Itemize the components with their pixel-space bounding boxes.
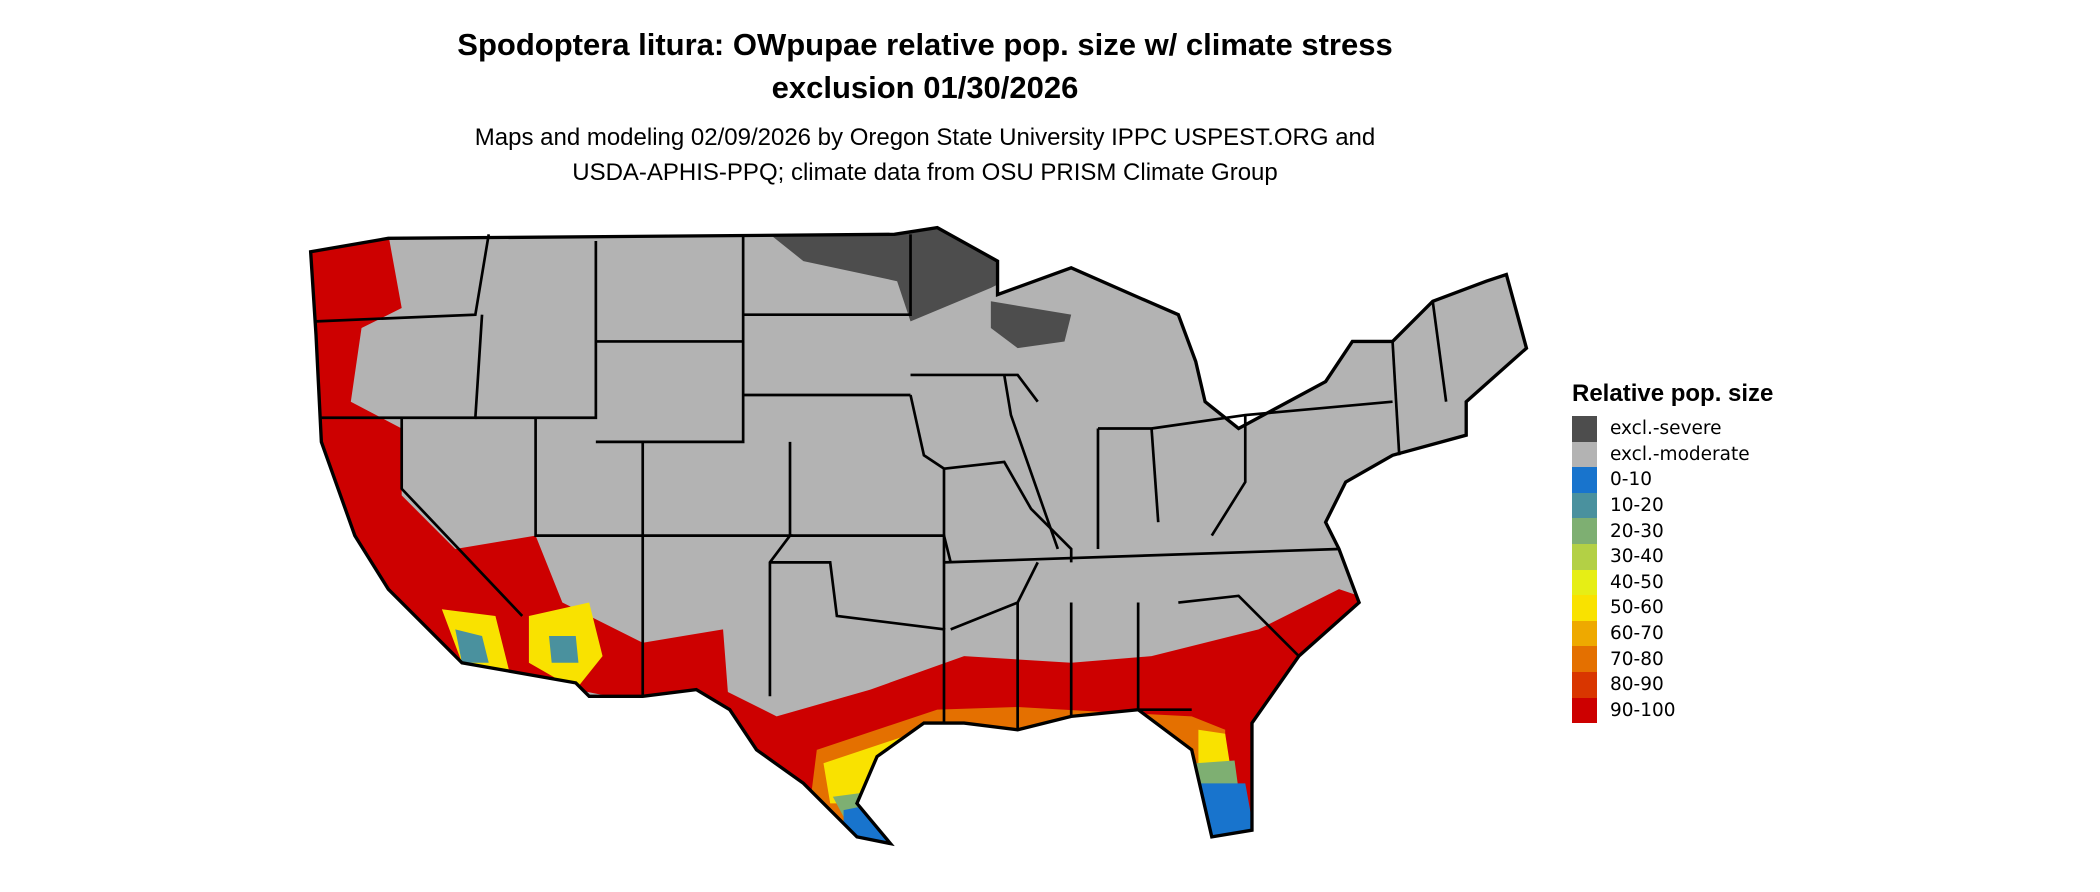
legend-item: excl.-moderate bbox=[1572, 441, 1773, 468]
legend-item: 90-100 bbox=[1572, 697, 1773, 724]
legend-item: 20-30 bbox=[1572, 518, 1773, 544]
legend-label: 30-40 bbox=[1610, 546, 1664, 568]
red-region-west bbox=[310, 234, 730, 717]
legend-label: 70-80 bbox=[1610, 648, 1664, 670]
legend-swatch bbox=[1572, 646, 1597, 672]
legend-swatch bbox=[1572, 441, 1597, 468]
legend-item: 40-50 bbox=[1572, 569, 1773, 596]
legend-items: excl.-severe excl.-moderate 0-10 10-20 20-30… bbox=[1572, 416, 1773, 724]
teal-region-sw bbox=[455, 629, 579, 663]
legend-item: excl.-severe bbox=[1572, 416, 1773, 442]
legend-label: excl.-severe bbox=[1610, 418, 1722, 440]
map-title-line-1: Spodoptera litura: OWpupae relative pop.… bbox=[457, 27, 1393, 62]
legend-swatch bbox=[1572, 697, 1597, 724]
legend-label: 80-90 bbox=[1610, 674, 1664, 696]
legend-item: 70-80 bbox=[1572, 646, 1773, 672]
subtitle-line-2: USDA-APHIS-PPQ; climate data from OSU PR… bbox=[572, 159, 1278, 186]
legend-swatch bbox=[1572, 543, 1597, 570]
legend-swatch bbox=[1572, 467, 1597, 493]
subtitle-line-1: Maps and modeling 02/09/2026 by Oregon S… bbox=[474, 124, 1376, 151]
blue-region bbox=[843, 783, 1259, 844]
legend-swatch bbox=[1572, 492, 1597, 519]
excl-severe-region-wi bbox=[990, 301, 1072, 349]
state-borders bbox=[308, 225, 1529, 846]
map-title-line-2: exclusion 01/30/2026 bbox=[771, 70, 1079, 105]
legend-swatch bbox=[1572, 595, 1597, 621]
legend-item: 50-60 bbox=[1572, 595, 1773, 621]
legend-item: 60-70 bbox=[1572, 620, 1773, 647]
legend-swatch bbox=[1572, 620, 1597, 647]
legend-swatch bbox=[1572, 671, 1597, 698]
legend: Relative pop. size excl.-severe excl.-mod… bbox=[1572, 380, 1774, 724]
legend-label: 20-30 bbox=[1610, 520, 1664, 542]
legend-item: 80-90 bbox=[1572, 671, 1773, 698]
legend-label: 60-70 bbox=[1610, 623, 1664, 645]
green-region bbox=[832, 760, 1239, 824]
legend-item: 30-40 bbox=[1572, 543, 1773, 570]
legend-item: 10-20 bbox=[1572, 492, 1773, 519]
legend-label: 10-20 bbox=[1610, 495, 1664, 517]
legend-label: 50-60 bbox=[1610, 597, 1664, 619]
legend-label: excl.-moderate bbox=[1610, 443, 1750, 465]
legend-swatch bbox=[1572, 416, 1597, 442]
legend-label: 40-50 bbox=[1610, 571, 1664, 593]
legend-label: 0-10 bbox=[1610, 469, 1652, 491]
legend-label: 90-100 bbox=[1610, 699, 1676, 721]
legend-swatch bbox=[1572, 569, 1597, 596]
yellow-region-sw bbox=[441, 602, 603, 690]
legend-swatch bbox=[1572, 518, 1597, 544]
legend-title: Relative pop. size bbox=[1572, 380, 1774, 407]
legend-item: 0-10 bbox=[1572, 467, 1773, 493]
